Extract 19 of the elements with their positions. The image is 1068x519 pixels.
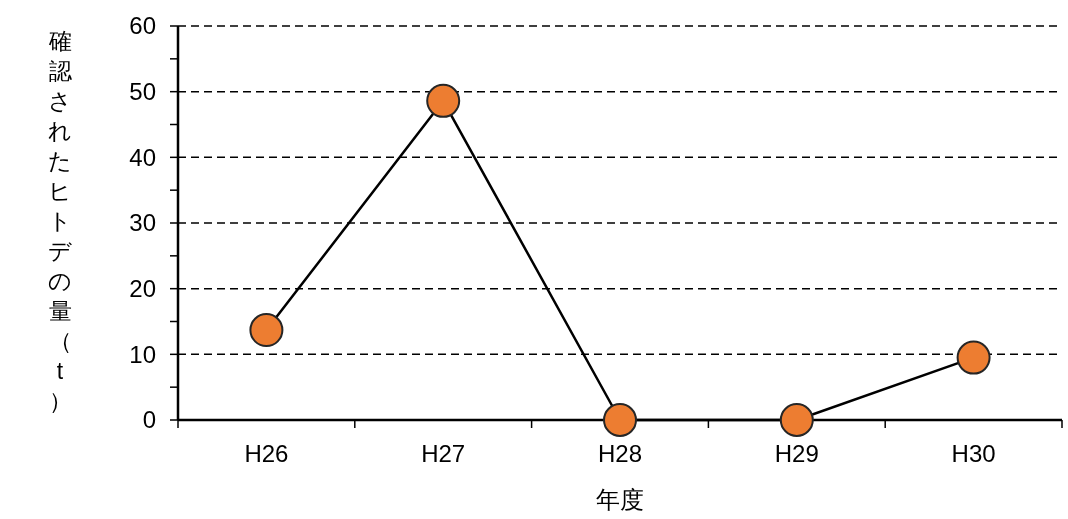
x-tick-label: H27 <box>421 440 466 467</box>
y-tick-label: 20 <box>129 275 156 303</box>
y-tick-label: 10 <box>129 340 156 368</box>
x-tick-label: H30 <box>951 440 996 467</box>
point <box>603 403 637 437</box>
text: 確認されたヒトデの量（t） <box>48 28 72 414</box>
point <box>779 403 814 437</box>
y-tick-label: 50 <box>129 78 156 106</box>
x-tick-label: H26 <box>244 440 289 467</box>
point <box>249 313 284 348</box>
x-tick-label: H29 <box>774 440 819 467</box>
point <box>426 83 461 118</box>
y-tick-label: 0 <box>142 406 156 434</box>
x-tick-label: H28 <box>597 440 643 467</box>
y-tick-label: 40 <box>129 143 156 171</box>
x-axis-title: 年度 <box>596 486 644 513</box>
point <box>956 340 991 375</box>
y-tick-label: 60 <box>129 12 156 40</box>
y-tick-label: 30 <box>129 209 156 237</box>
